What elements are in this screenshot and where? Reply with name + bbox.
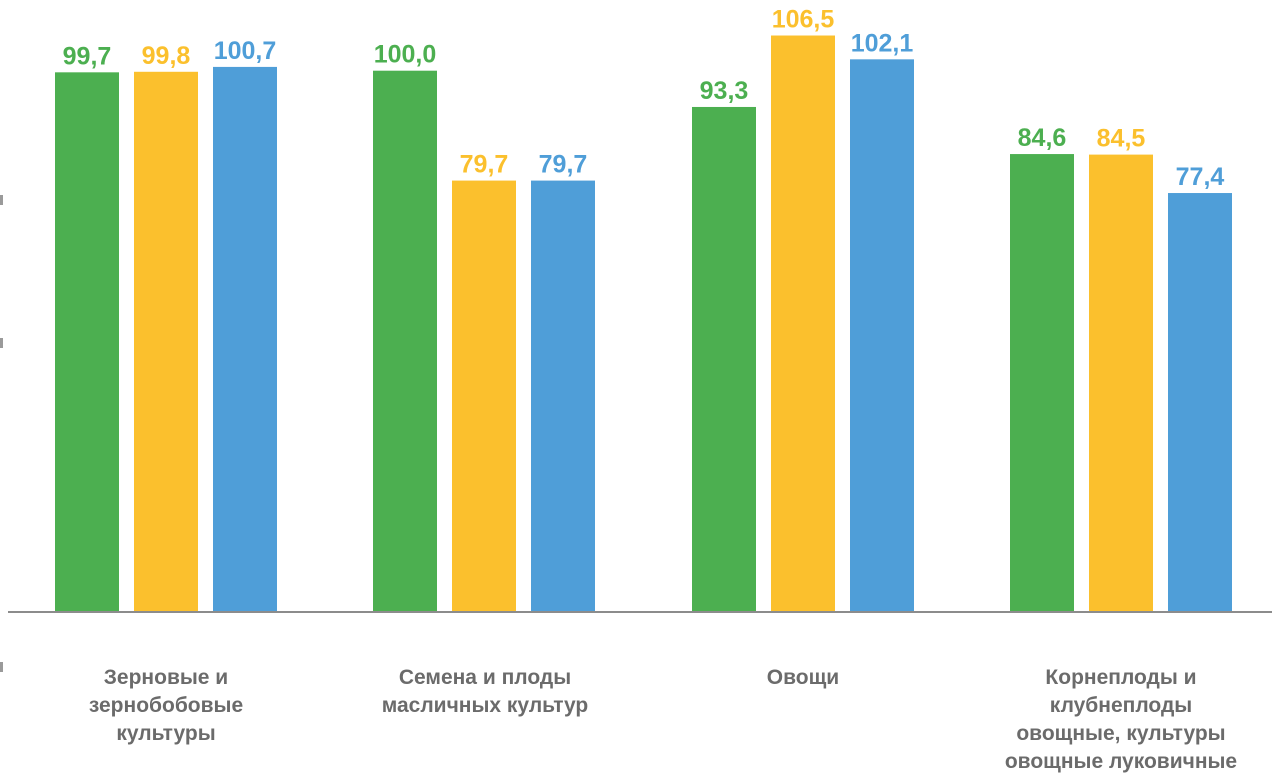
bar: [1010, 154, 1074, 613]
axis-tick-mark: [0, 662, 3, 672]
bar: [1168, 193, 1232, 612]
bar: [213, 66, 277, 613]
category-label-line: масличных культур: [381, 694, 589, 717]
bar: [55, 72, 119, 612]
category-label-line: овощные, культуры: [1016, 722, 1226, 745]
data-label: 79,7: [460, 151, 509, 179]
bar: [373, 70, 437, 612]
data-label: 84,6: [1018, 124, 1067, 152]
bar: [452, 180, 516, 612]
data-label: 84,5: [1097, 125, 1146, 153]
axis-tick-mark: [0, 195, 3, 205]
category-label-line: клубнеплоды: [1049, 694, 1193, 717]
bar: [1089, 154, 1153, 612]
data-label: 100,0: [374, 41, 437, 69]
category-label-line: культуры: [116, 722, 216, 745]
axis-tick-mark: [0, 338, 3, 348]
category-label-line: Корнеплоды и: [1045, 666, 1197, 689]
category-label-line: Овощи: [766, 666, 840, 689]
category-label-line: зернобобовые: [88, 694, 244, 717]
category-label-line: Зерновые и: [103, 666, 229, 689]
bar: [850, 59, 914, 612]
bar: [531, 180, 595, 612]
bar: [134, 71, 198, 613]
data-label: 77,4: [1176, 163, 1225, 191]
data-label: 100,7: [214, 37, 277, 65]
data-label: 99,8: [142, 42, 191, 70]
data-label: 102,1: [851, 29, 914, 57]
data-label: 99,7: [63, 42, 112, 70]
bars-group: [55, 35, 1232, 613]
value-labels-group: 99,7 100,0 93,3 84,6 99,8 79,7 106,5 84,5 100,7 7…: [63, 6, 1225, 192]
data-label: 79,7: [539, 151, 588, 179]
data-label: 93,3: [700, 77, 749, 105]
data-label: 106,5: [772, 6, 835, 34]
category-label: Семена и плоды масличных культур: [355, 664, 615, 720]
category-label: Зерновые и зернобобовые культуры: [36, 664, 296, 748]
category-label: Овощи: [673, 664, 933, 692]
category-label: Корнеплоды и клубнеплоды овощные, культуры…: [991, 664, 1251, 776]
bar: [771, 35, 835, 612]
bar: [692, 106, 756, 612]
category-label-line: овощные луковичные: [1004, 750, 1238, 773]
category-label-line: Семена и плоды: [398, 666, 572, 689]
